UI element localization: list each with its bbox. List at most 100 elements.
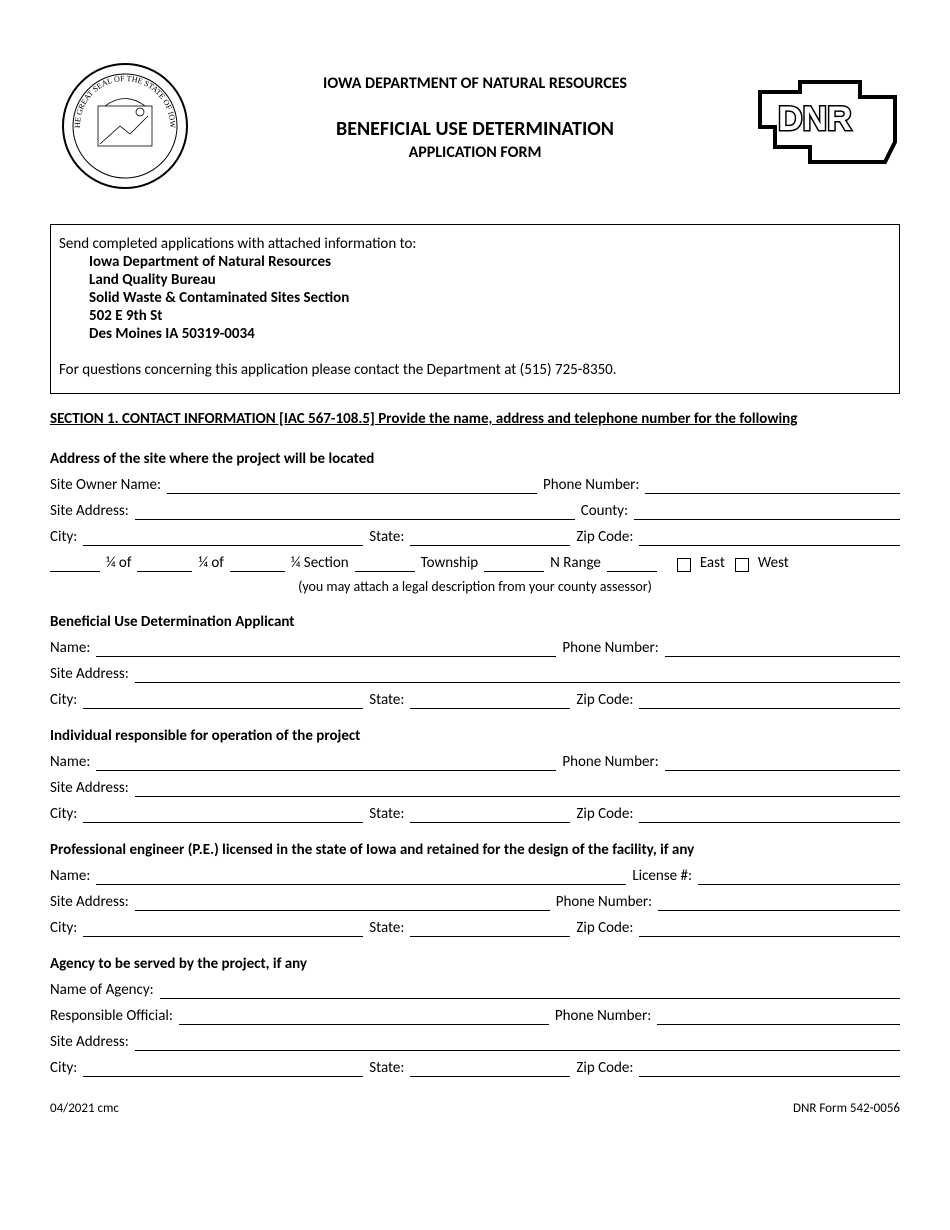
site-phone-input[interactable] [645,476,900,494]
west-checkbox[interactable] [735,558,749,572]
operator-city-input[interactable] [83,805,363,823]
applicant-address-row: Site Address: [50,665,900,683]
site-zip-input[interactable] [639,528,900,546]
operator-subhead: Individual responsible for operation of … [50,727,900,745]
site-state-input[interactable] [410,528,570,546]
section-input[interactable] [355,554,415,572]
operator-address-input[interactable] [135,779,900,797]
applicant-city-input[interactable] [83,691,363,709]
site-county-input[interactable] [634,502,900,520]
instruction-box: Send completed applications with attache… [50,224,900,394]
operator-name-label: Name: [50,753,90,771]
quarter1-input[interactable] [50,554,100,572]
quarter-of-1-label: ¼ of [106,554,131,572]
engineer-state-label: State: [369,919,404,937]
operator-zip-input[interactable] [639,805,900,823]
site-owner-input[interactable] [167,476,537,494]
agency-official-row: Responsible Official: Phone Number: [50,1007,900,1025]
applicant-name-input[interactable] [96,639,556,657]
operator-phone-label: Phone Number: [562,753,658,771]
site-owner-row: Site Owner Name: Phone Number: [50,476,900,494]
operator-state-input[interactable] [410,805,570,823]
applicant-address-label: Site Address: [50,665,129,683]
agency-city-input[interactable] [83,1059,363,1077]
quarter-section-label: ¼ Section [291,554,349,572]
operator-name-input[interactable] [96,753,556,771]
engineer-license-input[interactable] [698,867,900,885]
agency-zip-label: Zip Code: [576,1059,633,1077]
operator-csz-row: City: State: Zip Code: [50,805,900,823]
questions-contact: For questions concerning this applicatio… [59,361,891,379]
agency-csz-row: City: State: Zip Code: [50,1059,900,1077]
site-owner-label: Site Owner Name: [50,476,161,494]
agency-state-input[interactable] [410,1059,570,1077]
site-csz-row: City: State: Zip Code: [50,528,900,546]
dnr-logo-icon: DNR DNR [750,72,900,172]
engineer-csz-row: City: State: Zip Code: [50,919,900,937]
east-label: East [700,554,725,572]
applicant-state-input[interactable] [410,691,570,709]
operator-phone-input[interactable] [665,753,900,771]
site-county-label: County: [581,502,628,520]
engineer-zip-label: Zip Code: [576,919,633,937]
section1-heading-rest: Provide the name, address and telephone … [375,410,798,428]
township-input[interactable] [484,554,544,572]
engineer-name-input[interactable] [96,867,626,885]
applicant-phone-input[interactable] [665,639,900,657]
mail-addr-5: Des Moines IA 50319-0034 [89,325,891,343]
agency-phone-label: Phone Number: [555,1007,651,1025]
applicant-city-label: City: [50,691,77,709]
east-checkbox[interactable] [677,558,691,572]
mail-addr-1: Iowa Department of Natural Resources [89,253,891,271]
agency-address-input[interactable] [135,1033,900,1051]
svg-text:DNR: DNR [778,100,852,138]
engineer-phone-input[interactable] [658,893,900,911]
agency-name-row: Name of Agency: [50,981,900,999]
agency-official-label: Responsible Official: [50,1007,173,1025]
legal-desc-note: (you may attach a legal description from… [50,578,900,595]
agency-name-input[interactable] [160,981,900,999]
mail-addr-4: 502 E 9th St [89,307,891,325]
operator-address-label: Site Address: [50,779,129,797]
applicant-zip-input[interactable] [639,691,900,709]
engineer-name-label: Name: [50,867,90,885]
agency-zip-input[interactable] [639,1059,900,1077]
header-titles: IOWA DEPARTMENT OF NATURAL RESOURCES BEN… [220,56,730,162]
form-title-line1: BENEFICIAL USE DETERMINATION [220,117,730,141]
site-address-row: Site Address: County: [50,502,900,520]
range-input[interactable] [607,554,657,572]
operator-state-label: State: [369,805,404,823]
section1-heading: SECTION 1. CONTACT INFORMATION [IAC 567-… [50,410,900,428]
agency-official-input[interactable] [179,1007,549,1025]
agency-address-row: Site Address: [50,1033,900,1051]
engineer-address-input[interactable] [135,893,550,911]
engineer-city-input[interactable] [83,919,363,937]
applicant-csz-row: City: State: Zip Code: [50,691,900,709]
mail-addr-3: Solid Waste & Contaminated Sites Section [89,289,891,307]
operator-name-row: Name: Phone Number: [50,753,900,771]
applicant-state-label: State: [369,691,404,709]
quarter-of-2-label: ¼ of [198,554,223,572]
legal-desc-row: ¼ of ¼ of ¼ Section Township N Range Eas… [50,554,900,572]
department-name: IOWA DEPARTMENT OF NATURAL RESOURCES [220,74,730,93]
instruction-intro: Send completed applications with attache… [59,235,891,253]
agency-state-label: State: [369,1059,404,1077]
site-city-input[interactable] [83,528,363,546]
svg-text:THE GREAT SEAL OF THE STATE OF: THE GREAT SEAL OF THE STATE OF IOWA [50,56,177,129]
applicant-subhead: Beneficial Use Determination Applicant [50,613,900,631]
site-city-label: City: [50,528,77,546]
operator-city-label: City: [50,805,77,823]
section1-heading-prefix: SECTION 1. CONTACT INFORMATION [IAC 567-… [50,410,375,428]
site-address-input[interactable] [135,502,575,520]
mail-addr-2: Land Quality Bureau [89,271,891,289]
engineer-zip-input[interactable] [639,919,900,937]
quarter3-input[interactable] [230,554,285,572]
site-zip-label: Zip Code: [576,528,633,546]
applicant-name-row: Name: Phone Number: [50,639,900,657]
applicant-address-input[interactable] [135,665,900,683]
operator-zip-label: Zip Code: [576,805,633,823]
engineer-state-input[interactable] [410,919,570,937]
engineer-city-label: City: [50,919,77,937]
agency-phone-input[interactable] [657,1007,900,1025]
quarter2-input[interactable] [137,554,192,572]
